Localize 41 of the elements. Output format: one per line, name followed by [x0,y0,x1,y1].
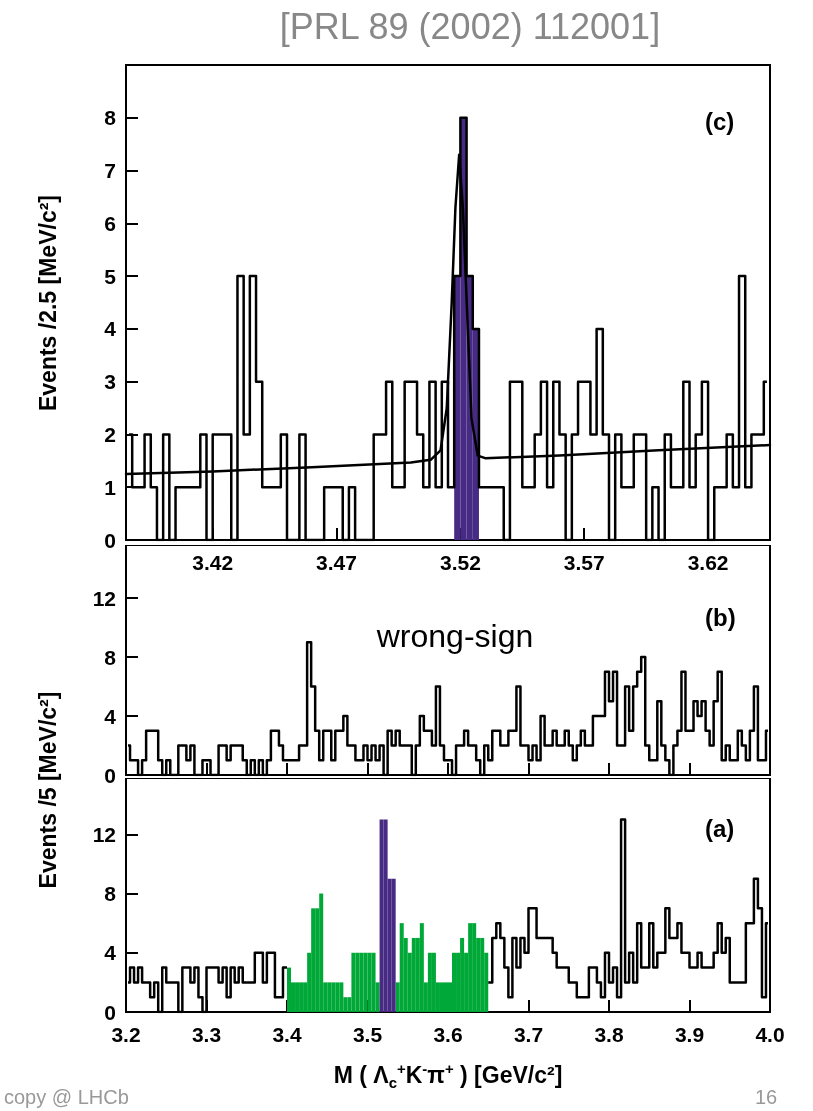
y-tick-label: 4 [104,317,117,341]
x-tick-label: 3.7 [513,1023,544,1046]
x-tick-label: 3.47 [316,551,357,574]
y-tick-label: 4 [104,704,117,728]
y-tick-label: 0 [104,528,116,552]
y-tick-label: 6 [104,211,116,235]
y-tick-label: 12 [92,822,116,846]
x-axis-title: M ( Λ$_{c}$$^{+}$K$^{-}$π$^{+}$ ) [GeV/c²] [333,1060,563,1092]
y-tick-label: 3 [104,370,116,394]
x-tick-label: 3.6 [433,1023,463,1046]
x-tick-label: 3.9 [674,1023,705,1046]
annotation: (a) [705,815,735,843]
x-tick-label: 3.62 [687,551,729,574]
y-tick-label: 2 [104,422,116,446]
x-tick-label: 3.52 [439,551,481,574]
text: 16 [755,1086,778,1109]
x-tick-label: 3.8 [594,1023,624,1046]
annotation: wrong-sign [376,618,534,655]
annotation: (b) [705,604,736,632]
y-axis-title: Events /2.5 [MeV/c²] [34,194,62,411]
y-tick-label: 1 [104,475,117,499]
y-tick-label: 8 [104,645,117,669]
x-tick-label: 3.4 [272,1023,302,1046]
x-tick-label: 3.5 [352,1023,383,1046]
y-tick-label: 0 [104,763,116,787]
chart-title: [PRL 89 (2002) 112001] [279,6,661,48]
x-tick-label: 3.42 [192,551,234,574]
y-tick-label: 4 [104,941,117,965]
y-tick-label: 8 [104,106,117,130]
y-tick-label: 7 [104,159,116,183]
text: copy @ LHCb [4,1086,129,1109]
y-axis-title: Events /5 [MeV/c²] [34,691,62,889]
x-tick-label: 4.0 [755,1023,785,1046]
x-tick-label: 3.57 [563,551,605,574]
y-tick-label: 0 [104,1000,116,1024]
x-tick-label: 3.3 [191,1023,222,1046]
y-tick-label: 12 [92,586,116,610]
x-tick-label: 3.2 [111,1023,141,1046]
y-tick-label: 5 [104,264,117,288]
y-tick-label: 8 [104,882,117,906]
annotation: (c) [705,108,735,136]
